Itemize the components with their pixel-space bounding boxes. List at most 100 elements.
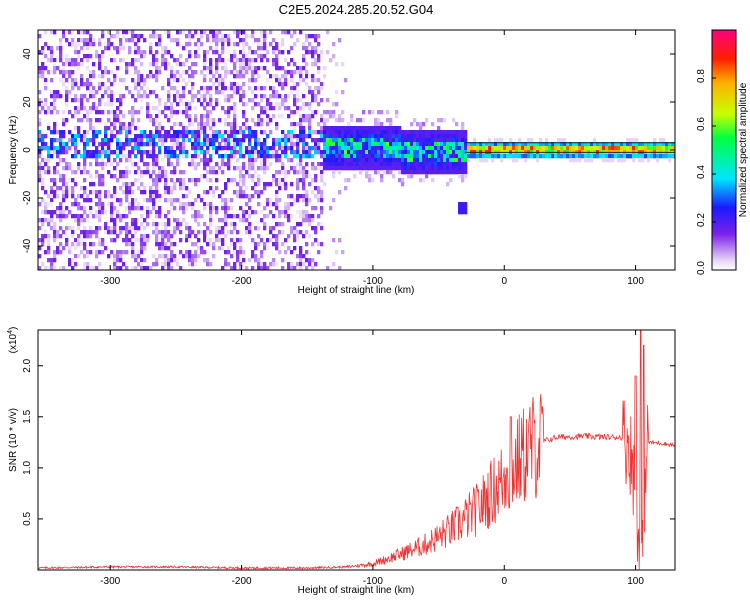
- heatmap-cell: [227, 246, 231, 251]
- heatmap-cell: [98, 242, 102, 247]
- heatmap-cell: [458, 202, 462, 207]
- heatmap-cell: [338, 138, 342, 143]
- heatmap-cell: [263, 262, 267, 267]
- heatmap-cell: [116, 30, 120, 35]
- heatmap-cell: [179, 150, 183, 155]
- heatmap-cell: [386, 154, 390, 159]
- heatmap-cell: [71, 226, 75, 231]
- heatmap-cell: [155, 230, 159, 235]
- heatmap-cell: [443, 118, 447, 123]
- heatmap-cell: [188, 238, 192, 243]
- heatmap-cell: [80, 74, 84, 79]
- heatmap-cell: [89, 138, 93, 143]
- heatmap-cell: [431, 142, 435, 147]
- heatmap-cell: [233, 190, 237, 195]
- colorbar: 0.00.20.40.60.8 Normalized spectral ampl…: [696, 29, 749, 275]
- heatmap-cell: [221, 242, 225, 247]
- heatmap-cell: [407, 146, 411, 151]
- heatmap-cell: [140, 234, 144, 239]
- heatmap-cell: [200, 246, 204, 251]
- heatmap-cell: [185, 194, 189, 199]
- heatmap-cell: [122, 146, 126, 151]
- heatmap-cell: [380, 138, 384, 143]
- heatmap-cell: [188, 34, 192, 39]
- heatmap-cell: [191, 242, 195, 247]
- heatmap-cell: [314, 38, 318, 43]
- heatmap-cell: [218, 154, 222, 159]
- heatmap-cell: [83, 206, 87, 211]
- heatmap-cell: [158, 42, 162, 47]
- heatmap-cell: [272, 202, 276, 207]
- heatmap-cell: [320, 166, 324, 171]
- heatmap-cell: [185, 206, 189, 211]
- heatmap-cell: [143, 162, 147, 167]
- heatmap-cell: [83, 246, 87, 251]
- heatmap-cell: [119, 250, 123, 255]
- heatmap-cell: [152, 58, 156, 63]
- heatmap-cell: [242, 122, 246, 127]
- heatmap-cell: [170, 186, 174, 191]
- heatmap-cell: [59, 138, 63, 143]
- heatmap-cell: [119, 170, 123, 175]
- heatmap-cell: [302, 234, 306, 239]
- heatmap-cell: [245, 266, 249, 270]
- heatmap-cell: [221, 190, 225, 195]
- heatmap-cell: [173, 142, 177, 147]
- heatmap-cell: [401, 134, 405, 139]
- heatmap-cell: [242, 178, 246, 183]
- heatmap-cell: [623, 142, 627, 147]
- heatmap-cell: [128, 62, 132, 67]
- heatmap-cell: [137, 202, 141, 207]
- heatmap-cell: [83, 266, 87, 270]
- heatmap-cell: [125, 190, 129, 195]
- heatmap-cell: [122, 170, 126, 175]
- heatmap-cell: [41, 242, 45, 247]
- heatmap-cell: [95, 90, 99, 95]
- heatmap-cell: [266, 118, 270, 123]
- heatmap-cell: [332, 126, 336, 131]
- heatmap-cell: [407, 142, 411, 147]
- heatmap-cell: [203, 258, 207, 263]
- heatmap-cell: [143, 82, 147, 87]
- heatmap-cell: [101, 54, 105, 59]
- heatmap-cell: [260, 122, 264, 127]
- heatmap-cell: [287, 206, 291, 211]
- heatmap-cell: [470, 146, 474, 151]
- heatmap-cell: [281, 98, 285, 103]
- heatmap-cell: [71, 178, 75, 183]
- heatmap-cell: [140, 158, 144, 163]
- heatmap-cell: [173, 218, 177, 223]
- heatmap-cell: [191, 214, 195, 219]
- heatmap-cell: [260, 142, 264, 147]
- heatmap-cell: [428, 130, 432, 135]
- heatmap-cell: [53, 182, 57, 187]
- heatmap-cell: [134, 254, 138, 259]
- heatmap-cell: [80, 30, 84, 35]
- heatmap-cell: [110, 102, 114, 107]
- heatmap-cell: [155, 94, 159, 99]
- heatmap-cell: [353, 158, 357, 163]
- heatmap-cell: [221, 266, 225, 270]
- heatmap-cell: [398, 126, 402, 131]
- heatmap-cell: [206, 162, 210, 167]
- heatmap-cell: [272, 86, 276, 91]
- heatmap-cell: [38, 254, 42, 259]
- heatmap-cell: [77, 202, 81, 207]
- heatmap-cell: [206, 86, 210, 91]
- heatmap-cell: [257, 86, 261, 91]
- heatmap-cell: [194, 42, 198, 47]
- heatmap-cell: [179, 54, 183, 59]
- heatmap-cell: [98, 190, 102, 195]
- heatmap-cell: [338, 162, 342, 167]
- heatmap-cell: [107, 118, 111, 123]
- heatmap-cell: [212, 142, 216, 147]
- heatmap-cell: [65, 166, 69, 171]
- heatmap-cell: [152, 202, 156, 207]
- heatmap-cell: [296, 186, 300, 191]
- heatmap-cell: [389, 158, 393, 163]
- heatmap-cell: [332, 170, 336, 175]
- heatmap-cell: [275, 190, 279, 195]
- heatmap-cell: [464, 154, 468, 159]
- heatmap-cell: [386, 150, 390, 155]
- heatmap-cell: [632, 146, 636, 151]
